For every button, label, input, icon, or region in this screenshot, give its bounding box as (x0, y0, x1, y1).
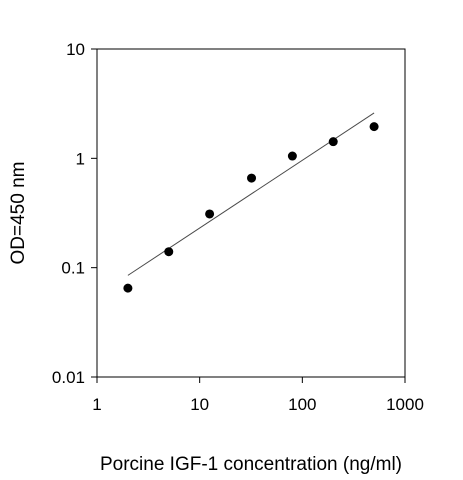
data-points (123, 122, 379, 293)
data-point (123, 283, 133, 293)
data-point (369, 122, 379, 132)
x-tick-label: 10 (190, 395, 209, 414)
y-tick-label: 10 (66, 40, 85, 59)
tick-labels: 1 10 100 1000 0.01 0.1 1 10 (52, 40, 424, 414)
x-tick-label: 1000 (386, 395, 424, 414)
data-point (287, 151, 297, 161)
data-point (328, 137, 338, 147)
x-tick-label: 1 (92, 395, 101, 414)
plot-frame (96, 48, 406, 378)
data-point (205, 209, 215, 219)
y-tick-label: 1 (76, 149, 85, 168)
y-axis-title: OD=450 nm (8, 162, 29, 265)
y-tick-label: 0.01 (52, 368, 85, 387)
tick-marks (91, 48, 406, 383)
x-axis-title: Porcine IGF-1 concentration (ng/ml) (100, 454, 402, 475)
data-point (164, 247, 174, 257)
x-tick-label: 100 (288, 395, 316, 414)
data-point (247, 173, 257, 183)
y-tick-label: 0.1 (61, 259, 85, 278)
